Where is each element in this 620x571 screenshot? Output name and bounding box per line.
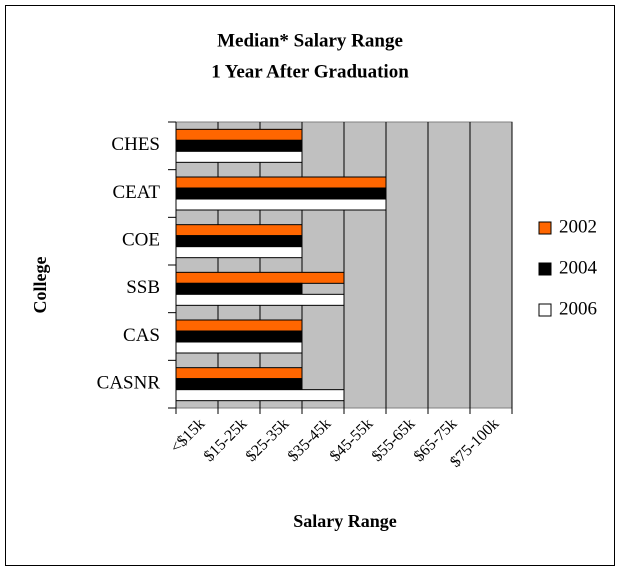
bar	[175, 378, 303, 391]
legend-swatch	[538, 221, 552, 235]
bar	[175, 271, 345, 284]
bar	[175, 235, 303, 248]
chart-title: Median* Salary Range	[217, 30, 403, 51]
bar	[175, 367, 303, 380]
bar	[175, 224, 303, 237]
bar	[175, 128, 303, 141]
x-axis-title: Salary Range	[293, 511, 397, 531]
legend-label: 2004	[559, 257, 598, 278]
bar	[175, 246, 303, 259]
bar	[175, 176, 387, 189]
legend-swatch	[538, 303, 552, 317]
bar	[175, 187, 387, 200]
bar	[175, 293, 345, 306]
bar	[175, 150, 303, 163]
y-tick-label: CEAT	[113, 182, 161, 203]
y-tick-label: SSB	[126, 277, 160, 298]
legend-label: 2006	[559, 298, 597, 319]
bar	[175, 389, 345, 402]
legend-label: 2002	[559, 216, 597, 237]
y-tick-label: CASNR	[97, 373, 161, 394]
y-tick-label: COE	[122, 230, 160, 251]
bar	[175, 319, 303, 332]
bar	[175, 341, 303, 354]
chart-subtitle: 1 Year After Graduation	[211, 61, 409, 82]
bar	[175, 282, 303, 295]
y-tick-label: CAS	[123, 325, 160, 346]
legend-swatch	[538, 262, 552, 276]
bar	[175, 198, 387, 211]
y-axis-title: College	[30, 257, 50, 314]
y-tick-label: CHES	[111, 134, 160, 155]
bar	[175, 330, 303, 343]
bar	[175, 139, 303, 152]
